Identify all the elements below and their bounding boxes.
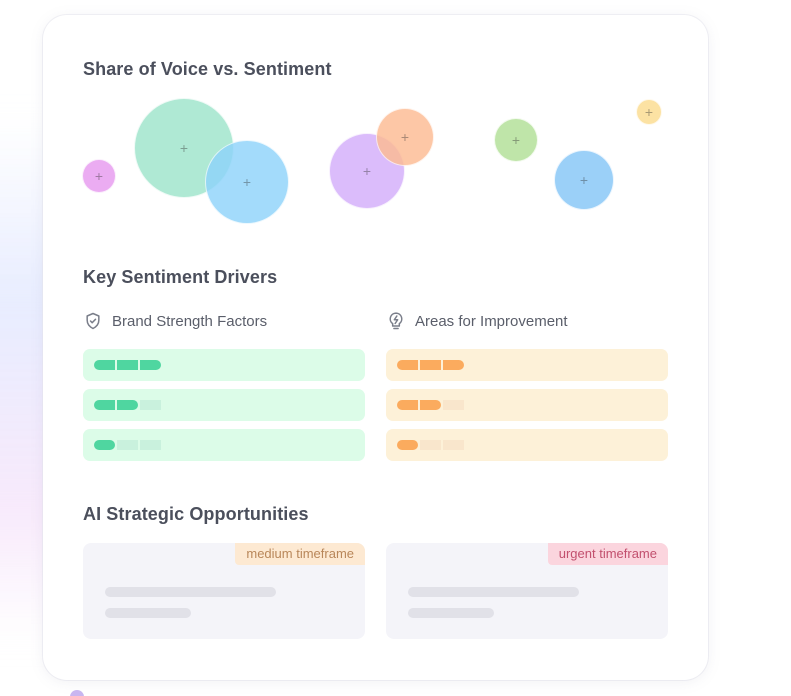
decorative-dot	[70, 690, 84, 696]
score-segment	[117, 400, 138, 410]
score-segment	[397, 360, 418, 370]
score-segment	[420, 400, 441, 410]
score-segment	[397, 440, 418, 450]
improvement-row[interactable]	[386, 389, 668, 421]
improvement-row[interactable]	[386, 349, 668, 381]
section-title-drivers: Key Sentiment Drivers	[83, 267, 278, 287]
plus-icon: +	[242, 174, 252, 190]
skeleton-line	[408, 608, 494, 618]
skeleton-line	[105, 608, 191, 618]
score-segment	[420, 440, 441, 450]
plus-icon: +	[362, 163, 372, 179]
improvement-header: Areas for Improvement	[386, 311, 568, 331]
bubble-1[interactable]: +	[82, 159, 116, 193]
score-segment	[140, 360, 161, 370]
score-segment	[94, 400, 115, 410]
score-segment	[117, 360, 138, 370]
brand-strength-header: Brand Strength Factors	[83, 311, 267, 331]
timeframe-badge-urgent: urgent timeframe	[547, 543, 668, 565]
skeleton-line	[408, 587, 579, 597]
score-segment	[140, 400, 161, 410]
skeleton-line	[105, 587, 276, 597]
score-segment	[443, 440, 464, 450]
brand-strength-label: Brand Strength Factors	[112, 312, 268, 330]
lightbulb-bolt-icon	[389, 312, 403, 330]
plus-icon: +	[644, 104, 654, 120]
plus-icon: +	[94, 168, 104, 184]
score-segment	[140, 440, 161, 450]
score-segment	[443, 360, 464, 370]
score-segment	[397, 400, 418, 410]
bubble-5[interactable]: +	[376, 108, 434, 166]
bubble-7[interactable]: +	[554, 150, 614, 210]
improvement-row[interactable]	[386, 429, 668, 461]
plus-icon: +	[179, 140, 189, 156]
shield-check-icon	[86, 312, 100, 330]
brand-strength-row[interactable]	[83, 349, 365, 381]
bubble-3[interactable]: +	[205, 140, 289, 224]
insights-card: Share of Voice vs. Sentiment + + + + + + + + Ke…	[43, 15, 708, 680]
plus-icon: +	[400, 129, 410, 145]
bubble-chart: + + + + + + + +	[43, 15, 708, 245]
score-segment	[94, 360, 115, 370]
score-segment	[420, 360, 441, 370]
plus-icon: +	[511, 132, 521, 148]
plus-icon: +	[579, 172, 589, 188]
score-segment	[443, 400, 464, 410]
score-segment	[94, 440, 115, 450]
bubble-8[interactable]: +	[636, 99, 662, 125]
section-title-share-of-voice: Share of Voice vs. Sentiment	[83, 59, 332, 79]
section-title-opportunities: AI Strategic Opportunities	[83, 504, 309, 524]
bubble-6[interactable]: +	[494, 118, 538, 162]
opportunity-card[interactable]: urgent timeframe	[386, 543, 668, 639]
score-segment	[117, 440, 138, 450]
timeframe-badge-medium: medium timeframe	[235, 543, 365, 565]
brand-strength-row[interactable]	[83, 429, 365, 461]
improvement-label: Areas for Improvement	[415, 312, 568, 330]
brand-strength-row[interactable]	[83, 389, 365, 421]
opportunity-card[interactable]: medium timeframe	[83, 543, 365, 639]
